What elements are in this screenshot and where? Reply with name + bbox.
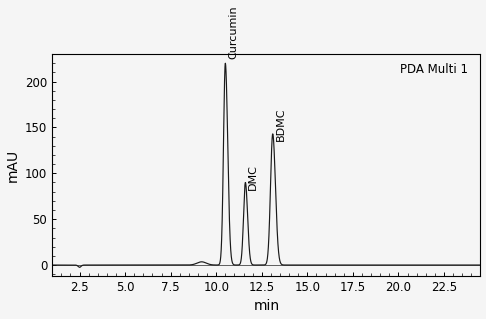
Text: DMC: DMC xyxy=(247,164,258,190)
Y-axis label: mAU: mAU xyxy=(5,149,19,182)
Text: BDMC: BDMC xyxy=(276,108,285,141)
Text: PDA Multi 1: PDA Multi 1 xyxy=(399,63,468,76)
Text: Curcumin: Curcumin xyxy=(228,5,238,59)
X-axis label: min: min xyxy=(253,300,279,314)
